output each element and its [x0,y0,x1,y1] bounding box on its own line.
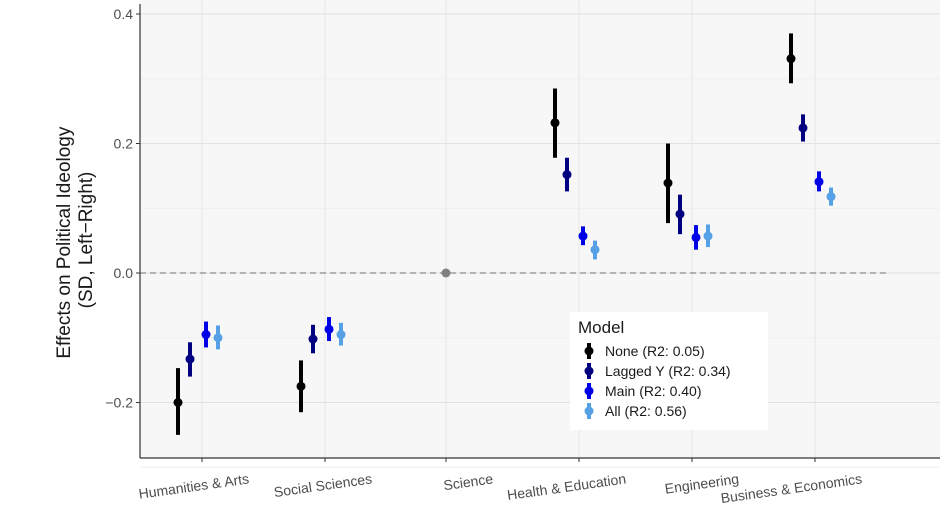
point-business-economics [786,54,796,64]
x-tick-label-business-economics: Business & Economics [720,470,863,506]
y-axis-title-line-2: (SD, Left−Right) [76,172,97,309]
legend-key-point [584,366,594,376]
y-tick-label: 0.0 [114,265,134,281]
reference-point-science [441,268,451,278]
point-health-education [562,170,572,180]
point-health-education [550,118,560,128]
legend-item-lagged-y-r2-0-34: Lagged Y (R2: 0.34) [584,363,731,379]
legend-key-point [584,386,594,396]
point-health-education [590,245,600,255]
series-lagged-y-r2-0-34 [185,114,808,377]
legend-item-main-r2-0-40: Main (R2: 0.40) [584,383,701,399]
legend-item-none-r2-0-05: None (R2: 0.05) [584,343,705,359]
point-social-sciences [308,334,318,344]
legend-background [570,312,768,430]
legend-label: All (R2: 0.56) [605,403,687,419]
legend-item-all-r2-0-56: All (R2: 0.56) [584,403,687,419]
point-humanities-arts [173,398,183,407]
point-engineering [703,231,713,241]
point-business-economics [814,177,824,187]
x-tick-label-health-education: Health & Education [506,470,627,503]
point-social-sciences [324,324,334,334]
point-engineering [691,232,701,242]
legend-label: Main (R2: 0.40) [605,383,701,399]
y-tick-label: 0.4 [114,6,134,22]
legend-key-point [584,406,594,416]
point-social-sciences [336,330,346,340]
point-health-education [578,231,588,241]
point-humanities-arts [185,354,195,364]
legend: Model None (R2: 0.05) Lagged Y (R2: 0.34)… [570,312,768,430]
series-all-r2-0-56 [213,187,836,350]
y-tick-label: 0.2 [114,136,134,152]
point-humanities-arts [213,333,223,343]
point-engineering [675,209,685,219]
legend-label: Lagged Y (R2: 0.34) [605,363,731,379]
point-humanities-arts [201,330,211,340]
legend-label: None (R2: 0.05) [605,343,705,359]
series-main-r2-0-40 [201,171,824,348]
legend-title: Model [578,318,624,337]
data-marks [173,33,836,435]
series-none-r2-0-05 [173,33,796,435]
y-axis-title-line-1: Effects on Political Ideology [54,126,75,359]
point-engineering [663,178,673,188]
legend-key-point [584,346,594,356]
x-tick-label-social-sciences: Social Sciences [273,470,373,500]
point-social-sciences [296,381,306,391]
legend-items: None (R2: 0.05) Lagged Y (R2: 0.34) Main (… [584,343,731,419]
x-tick-label-science: Science [442,470,494,493]
point-business-economics [798,123,808,133]
y-tick-label: −0.2 [105,395,133,411]
x-axis-ticks: Humanities & Arts Social Sciences Science H… [138,458,863,506]
y-axis-ticks: −0.2 0.0 0.2 0.4 [105,6,140,411]
plot-panel [140,0,940,458]
x-tick-label-humanities-arts: Humanities & Arts [138,470,250,501]
point-business-economics [826,192,836,202]
grid-minor [140,78,940,468]
y-axis-title: Effects on Political Ideology (SD, Left−… [54,121,97,358]
